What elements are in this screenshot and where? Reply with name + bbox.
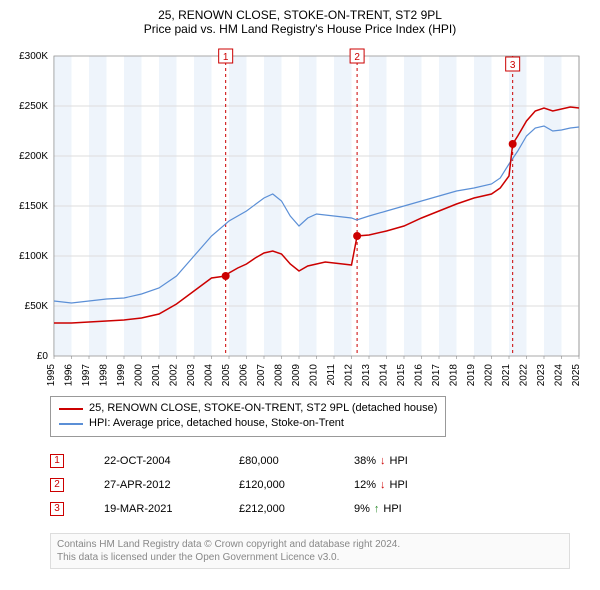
svg-text:2012: 2012 — [344, 364, 355, 387]
legend-label: HPI: Average price, detached house, Stok… — [89, 416, 344, 431]
svg-text:2023: 2023 — [536, 364, 547, 387]
svg-text:2019: 2019 — [466, 364, 477, 387]
event-date: 27-APR-2012 — [104, 473, 199, 497]
svg-text:2002: 2002 — [169, 364, 180, 387]
arrow-icon: ↑ — [374, 497, 380, 521]
legend-label: 25, RENOWN CLOSE, STOKE-ON-TRENT, ST2 9P… — [89, 401, 437, 416]
footer: Contains HM Land Registry data © Crown c… — [50, 533, 570, 569]
footer-line: Contains HM Land Registry data © Crown c… — [57, 538, 563, 551]
svg-text:2015: 2015 — [396, 364, 407, 387]
svg-text:£100K: £100K — [19, 251, 48, 262]
table-row: 2 27-APR-2012 £120,000 12% ↓ HPI — [50, 473, 590, 497]
event-marker: 2 — [50, 478, 64, 492]
svg-text:1: 1 — [223, 52, 229, 63]
svg-text:2013: 2013 — [361, 364, 372, 387]
chart-svg: £0 £50K £100K £150K £200K £250K £300K 1995 1996 1… — [10, 46, 590, 396]
svg-text:2007: 2007 — [256, 364, 267, 387]
event-delta: 12% ↓ HPI — [354, 473, 444, 497]
chart: £0 £50K £100K £150K £200K £250K £300K 1995 1996 1… — [10, 46, 590, 396]
svg-text:1999: 1999 — [116, 364, 127, 387]
svg-text:2: 2 — [354, 52, 360, 63]
legend-item: 25, RENOWN CLOSE, STOKE-ON-TRENT, ST2 9P… — [59, 401, 437, 416]
legend-swatch — [59, 408, 83, 410]
svg-text:2006: 2006 — [239, 364, 250, 387]
arrow-icon: ↓ — [380, 449, 386, 473]
svg-text:£0: £0 — [37, 351, 49, 362]
svg-text:2001: 2001 — [151, 364, 162, 387]
svg-text:2000: 2000 — [134, 364, 145, 387]
svg-text:1996: 1996 — [64, 364, 75, 387]
svg-text:2004: 2004 — [204, 364, 215, 387]
legend-swatch — [59, 423, 83, 425]
title-address: 25, RENOWN CLOSE, STOKE-ON-TRENT, ST2 9P… — [10, 8, 590, 22]
svg-text:2011: 2011 — [326, 364, 337, 386]
event-date: 22-OCT-2004 — [104, 449, 199, 473]
event-price: £212,000 — [239, 497, 314, 521]
title-block: 25, RENOWN CLOSE, STOKE-ON-TRENT, ST2 9P… — [10, 8, 590, 36]
legend-item: HPI: Average price, detached house, Stok… — [59, 416, 437, 431]
svg-text:2021: 2021 — [501, 364, 512, 387]
svg-text:1995: 1995 — [46, 364, 57, 387]
table-row: 1 22-OCT-2004 £80,000 38% ↓ HPI — [50, 449, 590, 473]
svg-text:£250K: £250K — [19, 101, 48, 112]
event-price: £80,000 — [239, 449, 314, 473]
arrow-icon: ↓ — [380, 473, 386, 497]
svg-text:2022: 2022 — [519, 364, 530, 387]
svg-text:£300K: £300K — [19, 51, 48, 62]
svg-text:2009: 2009 — [291, 364, 302, 387]
legend: 25, RENOWN CLOSE, STOKE-ON-TRENT, ST2 9P… — [50, 396, 446, 437]
svg-text:2020: 2020 — [484, 364, 495, 387]
svg-text:2008: 2008 — [274, 364, 285, 387]
svg-text:2017: 2017 — [431, 364, 442, 387]
event-delta: 9% ↑ HPI — [354, 497, 444, 521]
svg-text:2010: 2010 — [309, 364, 320, 387]
table-row: 3 19-MAR-2021 £212,000 9% ↑ HPI — [50, 497, 590, 521]
svg-text:£200K: £200K — [19, 151, 48, 162]
svg-text:2005: 2005 — [221, 364, 232, 387]
svg-text:2016: 2016 — [414, 364, 425, 387]
svg-text:2025: 2025 — [571, 364, 582, 387]
event-date: 19-MAR-2021 — [104, 497, 199, 521]
svg-text:2003: 2003 — [186, 364, 197, 387]
svg-text:2014: 2014 — [379, 364, 390, 387]
footer-line: This data is licensed under the Open Gov… — [57, 551, 563, 564]
svg-text:2018: 2018 — [449, 364, 460, 387]
event-delta: 38% ↓ HPI — [354, 449, 444, 473]
svg-text:1998: 1998 — [99, 364, 110, 387]
container: 25, RENOWN CLOSE, STOKE-ON-TRENT, ST2 9P… — [0, 0, 600, 577]
event-price: £120,000 — [239, 473, 314, 497]
event-marker: 3 — [50, 502, 64, 516]
event-marker: 1 — [50, 454, 64, 468]
events-table: 1 22-OCT-2004 £80,000 38% ↓ HPI 2 27-APR… — [50, 449, 590, 522]
svg-text:£150K: £150K — [19, 201, 48, 212]
title-subtitle: Price paid vs. HM Land Registry's House … — [10, 22, 590, 36]
svg-text:1997: 1997 — [81, 364, 92, 387]
svg-text:3: 3 — [510, 60, 516, 71]
svg-text:2024: 2024 — [554, 364, 565, 387]
svg-text:£50K: £50K — [25, 301, 49, 312]
